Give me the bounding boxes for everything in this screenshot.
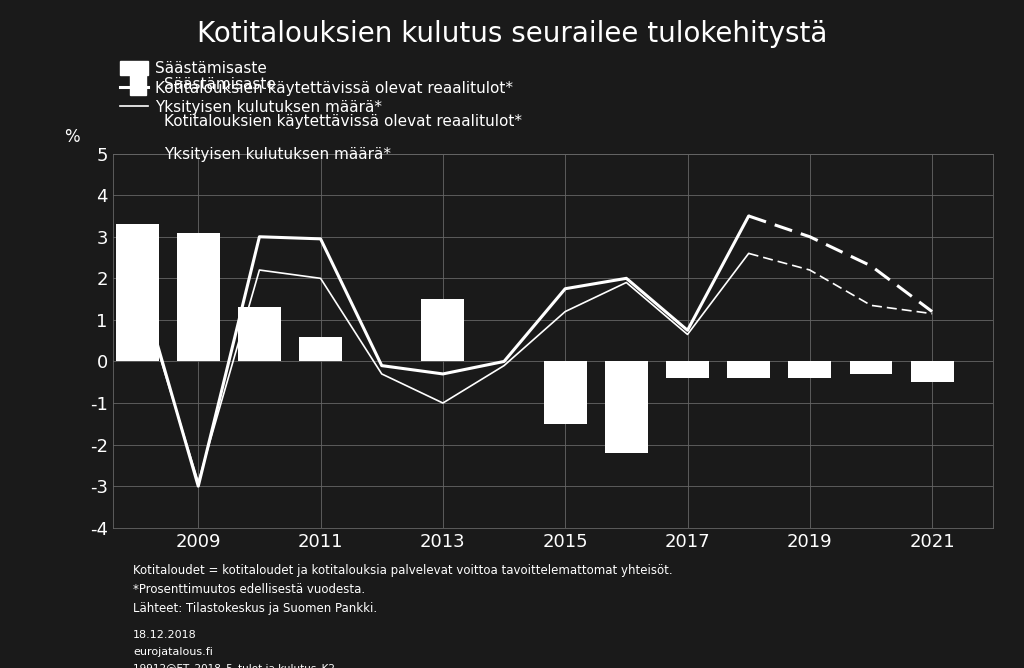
Text: Kotitaloudet = kotitaloudet ja kotitalouksia palvelevat voittoa tavoittelemattom: Kotitaloudet = kotitaloudet ja kotitalou… (133, 564, 673, 577)
Bar (544, 361, 587, 424)
Text: Säästämisaste: Säästämisaste (164, 77, 275, 92)
Text: Kotitalouksien käytettävissä olevat reaalitulot*: Kotitalouksien käytettävissä olevat reaa… (164, 114, 522, 128)
Bar (850, 361, 892, 374)
Text: Kotitalouksien kulutus seurailee tulokehitystä: Kotitalouksien kulutus seurailee tulokeh… (197, 20, 827, 48)
Bar (238, 307, 281, 361)
Text: eurojatalous.fi: eurojatalous.fi (133, 647, 213, 657)
Text: %: % (65, 128, 80, 146)
Text: 18.12.2018: 18.12.2018 (133, 630, 197, 640)
Bar (788, 361, 831, 378)
Bar (116, 224, 159, 361)
Bar (299, 337, 342, 361)
Text: Yksityisen kulutuksen määrä*: Yksityisen kulutuksen määrä* (164, 147, 391, 162)
Legend: Säästämisaste, Kotitalouksien käytettävissä olevat reaalitulot*, Yksityisen kulu: Säästämisaste, Kotitalouksien käytettävi… (120, 61, 513, 116)
Bar (910, 361, 953, 382)
Bar (605, 361, 648, 453)
Text: Lähteet: Tilastokeskus ja Suomen Pankki.: Lähteet: Tilastokeskus ja Suomen Pankki. (133, 602, 377, 615)
Bar (727, 361, 770, 378)
Bar (422, 299, 464, 361)
Bar (177, 232, 220, 361)
Bar (666, 361, 709, 378)
Text: 19912@ET_2018_5_tulot ja kulutus_K2: 19912@ET_2018_5_tulot ja kulutus_K2 (133, 663, 335, 668)
Text: *Prosenttimuutos edellisestä vuodesta.: *Prosenttimuutos edellisestä vuodesta. (133, 583, 366, 596)
